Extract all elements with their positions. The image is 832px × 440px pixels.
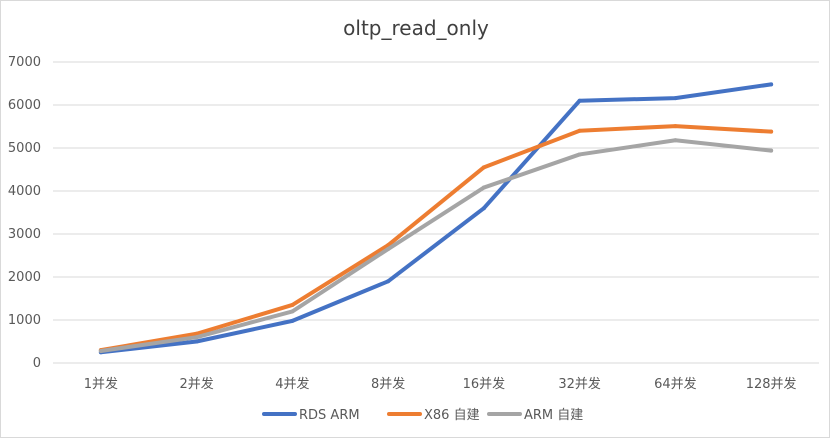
data-point bbox=[386, 247, 391, 252]
x-tick-label: 8并发 bbox=[371, 376, 405, 392]
x-tick-label: 16并发 bbox=[463, 376, 506, 392]
y-tick-label: 1000 bbox=[8, 313, 41, 328]
data-point bbox=[577, 128, 582, 133]
data-point bbox=[769, 148, 774, 153]
data-point bbox=[386, 279, 391, 284]
data-point bbox=[673, 124, 678, 129]
x-tick-label: 32并发 bbox=[558, 376, 601, 392]
data-point bbox=[577, 152, 582, 157]
x-tick-label: 4并发 bbox=[275, 376, 309, 392]
x-tick-label: 2并发 bbox=[179, 376, 213, 392]
legend-label: RDS ARM bbox=[299, 408, 360, 423]
data-point bbox=[577, 98, 582, 103]
data-point bbox=[194, 335, 199, 340]
y-tick-label: 7000 bbox=[8, 55, 41, 70]
data-point bbox=[290, 318, 295, 323]
legend: RDS ARM X86 自建 ARM 自建 bbox=[262, 408, 583, 423]
x-tick-label: 128并发 bbox=[746, 376, 797, 392]
y-tick-label: 5000 bbox=[8, 141, 41, 156]
x-tick-label: 1并发 bbox=[84, 376, 118, 392]
legend-item-1: RDS ARM bbox=[262, 408, 360, 423]
data-point bbox=[673, 96, 678, 101]
y-axis: 0 1000 2000 3000 4000 5000 6000 7000 bbox=[8, 55, 41, 371]
data-point bbox=[481, 165, 486, 170]
legend-item-3: ARM 自建 bbox=[487, 408, 583, 423]
data-point bbox=[481, 206, 486, 211]
data-point bbox=[769, 129, 774, 134]
series-line-1 bbox=[98, 82, 774, 355]
legend-label: X86 自建 bbox=[424, 408, 480, 423]
legend-label: ARM 自建 bbox=[524, 408, 583, 423]
y-tick-label: 3000 bbox=[8, 227, 41, 242]
series-line-2 bbox=[98, 124, 774, 353]
y-tick-label: 0 bbox=[33, 356, 41, 371]
legend-item-2: X86 自建 bbox=[387, 408, 480, 423]
data-point bbox=[194, 331, 199, 336]
data-point bbox=[290, 302, 295, 307]
data-point bbox=[673, 138, 678, 143]
chart-title: oltp_read_only bbox=[343, 16, 489, 40]
series-lines bbox=[98, 82, 774, 355]
data-point bbox=[98, 348, 103, 353]
x-axis: 1并发 2并发 4并发 8并发 16并发 32并发 64并发 128并发 bbox=[84, 376, 797, 392]
data-point bbox=[769, 82, 774, 87]
y-tick-label: 6000 bbox=[8, 98, 41, 113]
data-point bbox=[194, 339, 199, 344]
series-line-3 bbox=[98, 138, 774, 353]
gridlines bbox=[53, 61, 819, 364]
y-tick-label: 2000 bbox=[8, 270, 41, 285]
data-point bbox=[290, 309, 295, 314]
x-tick-label: 64并发 bbox=[654, 376, 697, 392]
y-tick-label: 4000 bbox=[8, 184, 41, 199]
data-point bbox=[481, 185, 486, 190]
